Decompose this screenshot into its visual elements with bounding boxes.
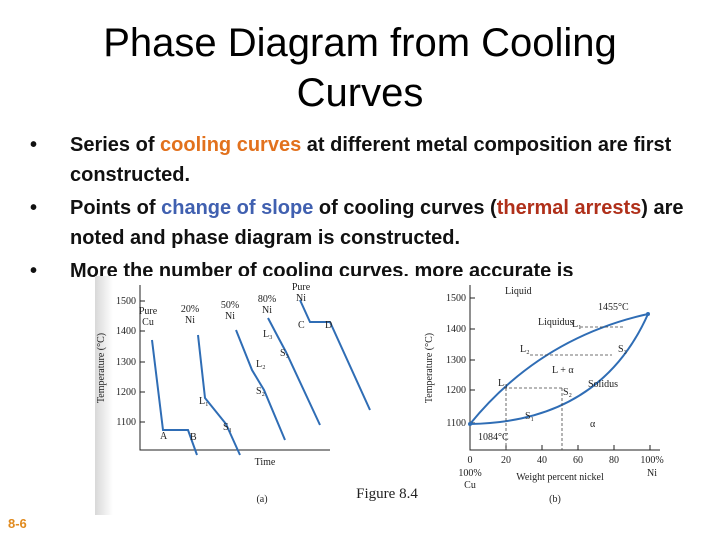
region-label: Solidus	[588, 379, 618, 390]
point-label: B	[190, 432, 197, 443]
curve-label: 80%	[258, 294, 276, 305]
point-label: D	[325, 320, 332, 331]
point-label: S₁	[525, 411, 534, 422]
figure-edge	[95, 276, 113, 515]
x-label: Time	[255, 457, 276, 468]
point-label: S₂	[256, 386, 265, 397]
bullet-text: at different metal composition are first…	[70, 134, 672, 186]
y-tick: 1500	[116, 296, 136, 307]
y-label: Temperature (°C)	[424, 333, 435, 403]
point-label: S₁	[223, 422, 232, 433]
y-label: Temperature (°C)	[96, 333, 107, 403]
x-end-label: Cu	[464, 480, 476, 491]
axes	[139, 285, 330, 451]
figure-background	[95, 276, 665, 515]
y-tick: 1500	[446, 293, 466, 304]
x-tick: 80	[609, 455, 619, 466]
region-label: L + α	[552, 365, 574, 376]
solidus-line	[469, 313, 649, 425]
figure-caption: Figure 8.4	[356, 486, 418, 502]
y-tick: 1300	[116, 357, 136, 368]
point-label: C	[298, 320, 305, 331]
panel-tag: (a)	[256, 494, 267, 505]
y-tick: 1200	[446, 385, 466, 396]
x-end-label: 100%	[458, 468, 481, 479]
curve	[151, 339, 198, 456]
temperature-label: 1084°C	[478, 432, 509, 443]
highlight-text: change of slope	[161, 197, 314, 219]
x-tick: 20	[501, 455, 511, 466]
y-tick: 1100	[446, 418, 466, 429]
region-label: Liquid	[505, 286, 532, 297]
curve-label: Ni	[262, 305, 272, 316]
liquidus-line	[469, 313, 649, 425]
curve-label: 50%	[221, 300, 239, 311]
curve	[299, 299, 371, 411]
bullet-text: Series of	[70, 134, 161, 156]
axes	[469, 285, 660, 451]
point-label: L₁	[572, 319, 582, 330]
point-label: S₃	[280, 348, 289, 359]
y-tick: 1400	[116, 326, 136, 337]
x-tick: 0	[468, 455, 473, 466]
curve-label: Ni	[185, 315, 195, 326]
bullet: Points of change of slope of cooling cur…	[30, 193, 700, 253]
y-tick: 1200	[116, 387, 136, 398]
point-label: S₂	[563, 387, 572, 398]
temperature-label: 1455°C	[598, 302, 629, 313]
bullet: Series of cooling curves at different me…	[30, 130, 700, 190]
highlight-text: cooling curves	[160, 134, 302, 156]
curve	[235, 329, 286, 441]
x-label: Weight percent nickel	[516, 472, 604, 483]
point-label: L₁	[199, 396, 209, 407]
point-label: L₂	[520, 344, 530, 355]
x-tick: 40	[537, 455, 547, 466]
point-label: S₃	[618, 344, 627, 355]
point-label: L₃	[498, 378, 508, 389]
curve-label: Cu	[142, 317, 154, 328]
y-tick: 1100	[116, 417, 136, 428]
x-end-label: Ni	[647, 468, 657, 479]
slide-number: 8-6	[8, 516, 27, 531]
region-label: α	[590, 419, 596, 430]
point-label: L₃	[263, 329, 273, 340]
curve-label: Pure	[139, 306, 158, 317]
x-tick: 60	[573, 455, 583, 466]
curve	[267, 317, 321, 426]
tie-lines	[504, 326, 625, 450]
curve-label: Ni	[225, 311, 235, 322]
slide-title: Phase Diagram from Cooling Curves	[103, 21, 617, 115]
curve-label: Ni	[296, 293, 306, 304]
panel-tag: (b)	[549, 494, 561, 505]
x-tick: 100%	[640, 455, 663, 466]
curve-label: 20%	[181, 304, 199, 315]
bullet-list: Series of cooling curves at different me…	[30, 130, 700, 289]
highlight-text: thermal arrests	[496, 197, 642, 219]
bullet-text: Points of	[70, 197, 162, 219]
bullet-text: ) are noted and phase diagram is constru…	[70, 197, 684, 249]
bullet-text: of cooling curves (	[313, 197, 497, 219]
point-label: L₂	[256, 359, 266, 370]
curve	[197, 334, 241, 456]
curve-label: Pure	[292, 282, 311, 293]
panel-a: 1500 1400 1300 1200 1100 Temperature (°C…	[96, 282, 371, 505]
y-tick: 1400	[446, 324, 466, 335]
point-label: A	[160, 431, 168, 442]
y-tick: 1300	[446, 355, 466, 366]
region-label: Liquidus	[538, 317, 574, 328]
panel-b: 1500 1400 1300 1200 1100 Temperature (°C…	[424, 285, 664, 505]
